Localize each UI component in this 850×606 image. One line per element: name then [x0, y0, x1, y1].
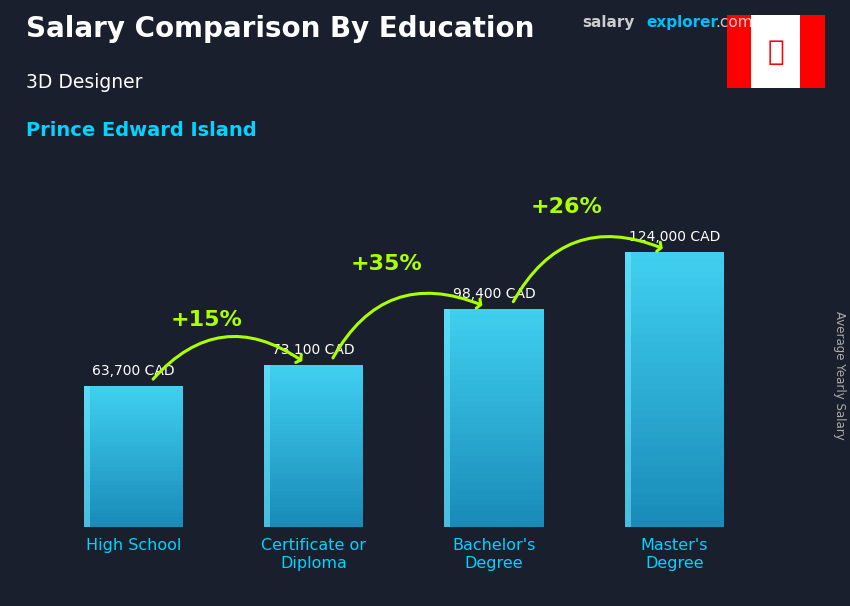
Text: Average Yearly Salary: Average Yearly Salary: [833, 311, 846, 440]
Text: 63,700 CAD: 63,700 CAD: [92, 364, 174, 378]
Text: 🍁: 🍁: [768, 38, 784, 65]
Text: 98,400 CAD: 98,400 CAD: [452, 287, 536, 301]
Text: +26%: +26%: [531, 197, 603, 218]
Text: +35%: +35%: [351, 254, 422, 274]
Text: explorer: explorer: [646, 15, 718, 30]
Text: 73,100 CAD: 73,100 CAD: [272, 343, 355, 357]
Bar: [800, 15, 824, 88]
Text: +15%: +15%: [170, 310, 242, 330]
Text: 3D Designer: 3D Designer: [26, 73, 142, 92]
Text: 124,000 CAD: 124,000 CAD: [629, 230, 720, 244]
Text: Salary Comparison By Education: Salary Comparison By Education: [26, 15, 534, 43]
Bar: [727, 15, 751, 88]
Bar: [751, 15, 800, 88]
Text: salary: salary: [582, 15, 635, 30]
Text: .com: .com: [716, 15, 753, 30]
Text: Prince Edward Island: Prince Edward Island: [26, 121, 256, 140]
